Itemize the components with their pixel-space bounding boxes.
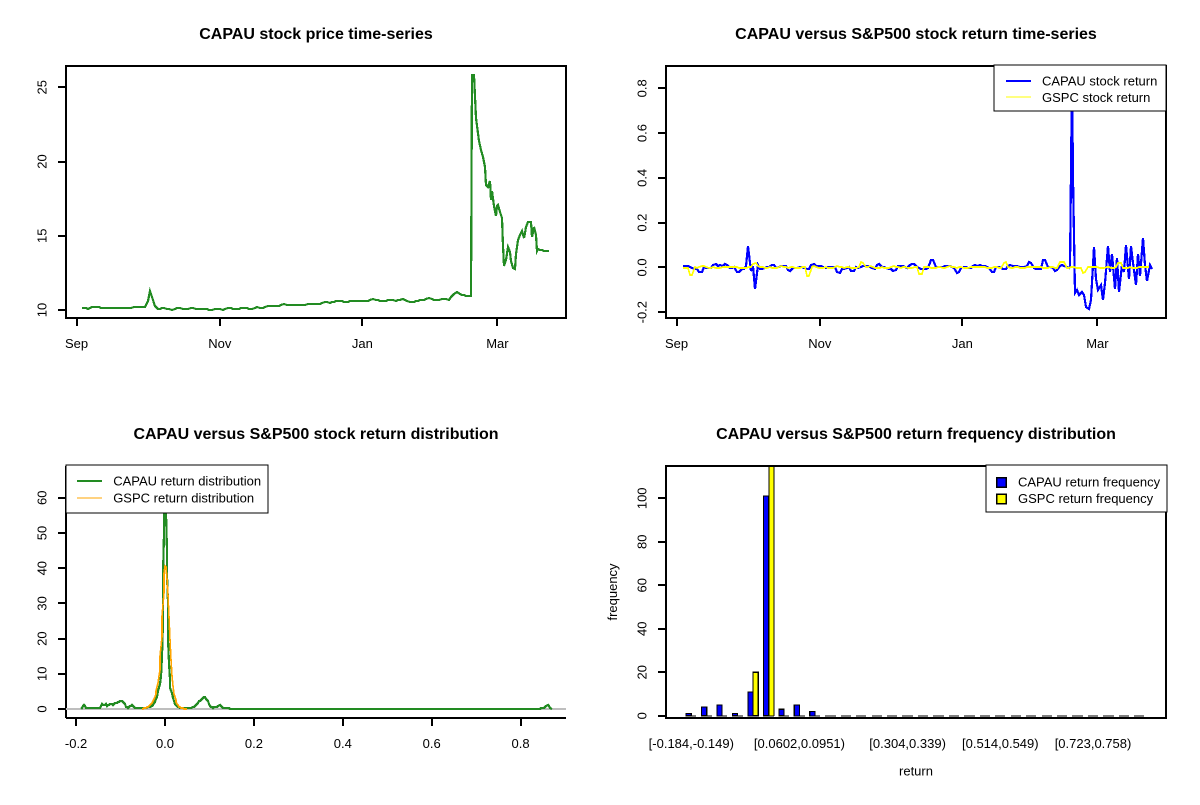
svg-text:20: 20 <box>635 665 650 679</box>
svg-text:-0.2: -0.2 <box>65 736 87 751</box>
svg-text:20: 20 <box>35 631 50 645</box>
svg-text:GSPC stock return: GSPC stock return <box>1042 90 1150 105</box>
svg-text:40: 40 <box>35 561 50 575</box>
svg-text:0.4: 0.4 <box>635 169 650 187</box>
svg-text:80: 80 <box>635 535 650 549</box>
svg-text:GSPC return frequency: GSPC return frequency <box>1018 491 1154 506</box>
svg-text:0.4: 0.4 <box>334 736 352 751</box>
svg-text:0.8: 0.8 <box>635 79 650 97</box>
svg-text:[0.0602,0.0951): [0.0602,0.0951) <box>754 736 845 751</box>
svg-text:Jan: Jan <box>952 336 973 351</box>
svg-text:10: 10 <box>35 303 50 317</box>
svg-text:[0.723,0.758): [0.723,0.758) <box>1055 736 1132 751</box>
svg-text:CAPAU return distribution: CAPAU return distribution <box>113 474 261 489</box>
svg-text:-0.2: -0.2 <box>635 301 650 323</box>
svg-text:CAPAU stock return: CAPAU stock return <box>1042 73 1157 88</box>
svg-text:30: 30 <box>35 596 50 610</box>
svg-text:return: return <box>899 764 933 779</box>
svg-text:60: 60 <box>635 578 650 592</box>
svg-text:frequency: frequency <box>605 563 620 621</box>
svg-text:0.0: 0.0 <box>635 258 650 276</box>
svg-text:CAPAU return frequency: CAPAU return frequency <box>1018 475 1161 490</box>
svg-text:Sep: Sep <box>665 336 688 351</box>
svg-text:0.0: 0.0 <box>156 736 174 751</box>
svg-text:0: 0 <box>635 712 650 719</box>
svg-text:60: 60 <box>35 491 50 505</box>
svg-text:Mar: Mar <box>1086 336 1109 351</box>
svg-text:0: 0 <box>35 705 50 712</box>
svg-text:25: 25 <box>35 80 50 94</box>
svg-text:0.2: 0.2 <box>245 736 263 751</box>
svg-text:CAPAU versus S&P500 stock retu: CAPAU versus S&P500 stock return time-se… <box>735 26 1097 43</box>
svg-text:[0.514,0.549): [0.514,0.549) <box>962 736 1039 751</box>
svg-text:10: 10 <box>35 667 50 681</box>
svg-text:50: 50 <box>35 526 50 540</box>
svg-text:20: 20 <box>35 154 50 168</box>
svg-text:0.8: 0.8 <box>512 736 530 751</box>
svg-text:[0.304,0.339): [0.304,0.339) <box>869 736 946 751</box>
svg-text:15: 15 <box>35 229 50 243</box>
svg-text:40: 40 <box>635 622 650 636</box>
svg-text:Sep: Sep <box>65 336 88 351</box>
svg-text:0.6: 0.6 <box>635 124 650 142</box>
svg-text:Nov: Nov <box>208 336 232 351</box>
svg-text:0.2: 0.2 <box>635 214 650 232</box>
svg-text:[-0.184,-0.149): [-0.184,-0.149) <box>649 736 734 751</box>
svg-text:0.6: 0.6 <box>423 736 441 751</box>
svg-text:GSPC return distribution: GSPC return distribution <box>113 490 254 505</box>
svg-text:CAPAU versus S&P500 stock retu: CAPAU versus S&P500 stock return distrib… <box>133 426 498 443</box>
svg-text:Mar: Mar <box>486 336 509 351</box>
svg-text:Jan: Jan <box>352 336 373 351</box>
svg-text:Nov: Nov <box>808 336 832 351</box>
svg-text:CAPAU stock price time-series: CAPAU stock price time-series <box>199 26 433 43</box>
svg-text:CAPAU versus S&P500 return fre: CAPAU versus S&P500 return frequency dis… <box>716 426 1116 443</box>
svg-text:100: 100 <box>635 487 650 509</box>
